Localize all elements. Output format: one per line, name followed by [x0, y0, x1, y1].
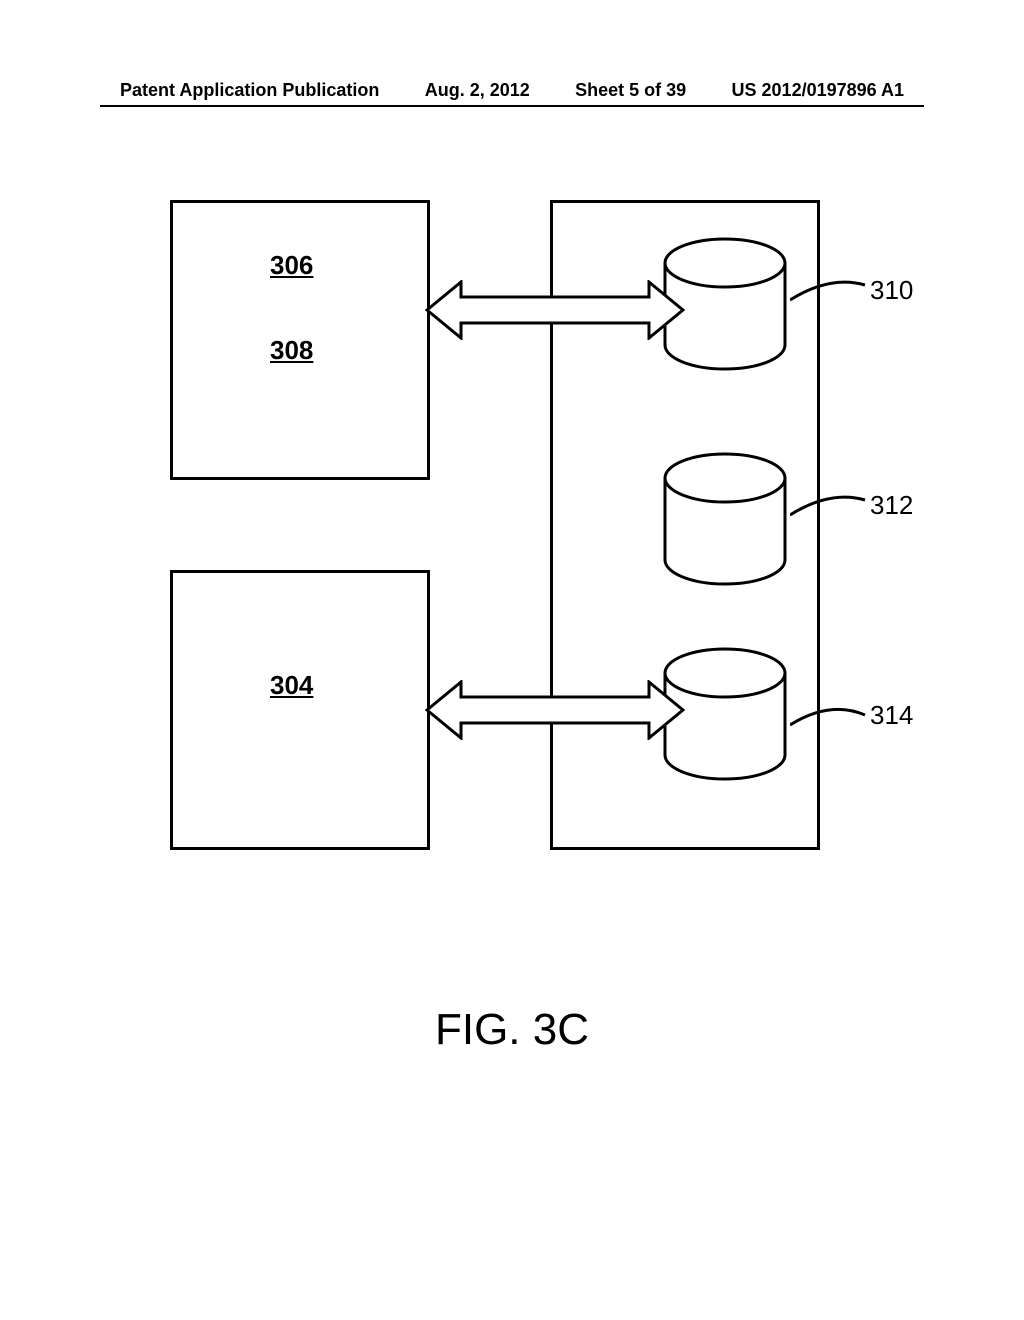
ref-314: 314 — [870, 700, 913, 731]
leader-314 — [790, 695, 870, 735]
ref-304: 304 — [270, 670, 313, 701]
box-bottom-left — [170, 570, 430, 850]
header-sheet: Sheet 5 of 39 — [575, 80, 686, 101]
leader-312 — [790, 485, 870, 525]
header-rule — [100, 105, 924, 107]
arrow-top — [425, 280, 685, 340]
leader-310 — [790, 270, 870, 310]
cylinder-312 — [660, 450, 790, 590]
page-header: Patent Application Publication Aug. 2, 2… — [0, 80, 1024, 101]
ref-310: 310 — [870, 275, 913, 306]
ref-308: 308 — [270, 335, 313, 366]
header-pub: Patent Application Publication — [120, 80, 379, 101]
ref-306: 306 — [270, 250, 313, 281]
arrow-bottom — [425, 680, 685, 740]
ref-312: 312 — [870, 490, 913, 521]
figure-diagram: 306 308 304 310 312 314 — [170, 200, 850, 900]
figure-caption: FIG. 3C — [0, 1005, 1024, 1055]
header-docnum: US 2012/0197896 A1 — [732, 80, 904, 101]
header-date: Aug. 2, 2012 — [425, 80, 530, 101]
